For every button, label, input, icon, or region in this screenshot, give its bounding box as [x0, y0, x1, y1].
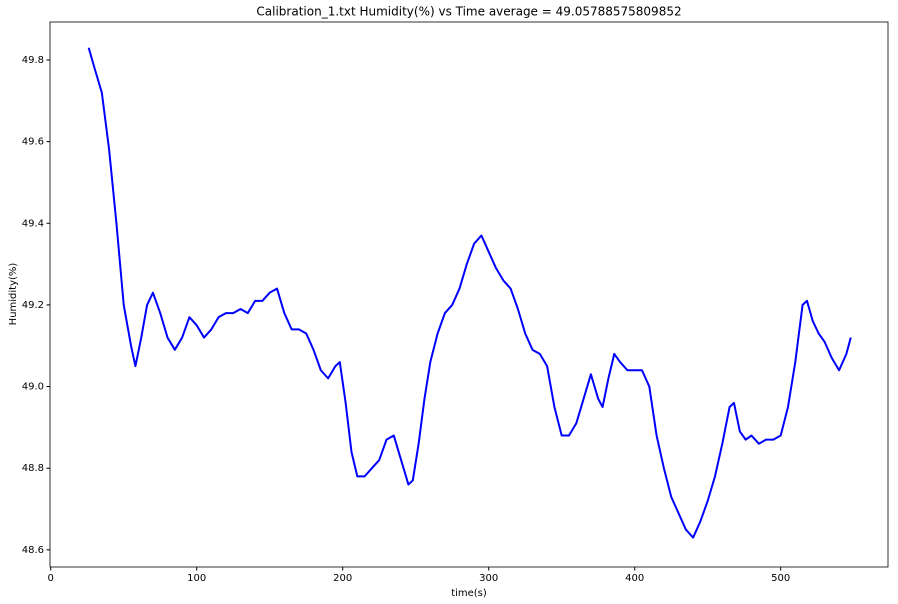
x-axis-label: time(s) — [451, 588, 487, 599]
y-tick-label: 48.6 — [22, 545, 44, 556]
x-tick-label: 400 — [625, 573, 644, 584]
y-tick-label: 49.0 — [22, 382, 44, 393]
x-tick-label: 100 — [187, 573, 206, 584]
data-line — [87, 47, 852, 539]
chart-title: Calibration_1.txt Humidity(%) vs Time av… — [256, 5, 681, 19]
y-tick-label: 48.8 — [22, 463, 44, 474]
y-tick-label: 49.2 — [22, 300, 44, 311]
x-tick-label: 200 — [333, 573, 352, 584]
x-tick-label: 300 — [479, 573, 498, 584]
y-axis-label: Humidity(%) — [8, 263, 19, 326]
y-tick-label: 49.6 — [22, 137, 44, 148]
x-tick-label: 500 — [771, 573, 790, 584]
x-tick-label: 0 — [48, 573, 54, 584]
y-tick-label: 49.8 — [22, 55, 44, 66]
y-tick-label: 49.4 — [22, 218, 44, 229]
plot-frame — [49, 21, 889, 568]
